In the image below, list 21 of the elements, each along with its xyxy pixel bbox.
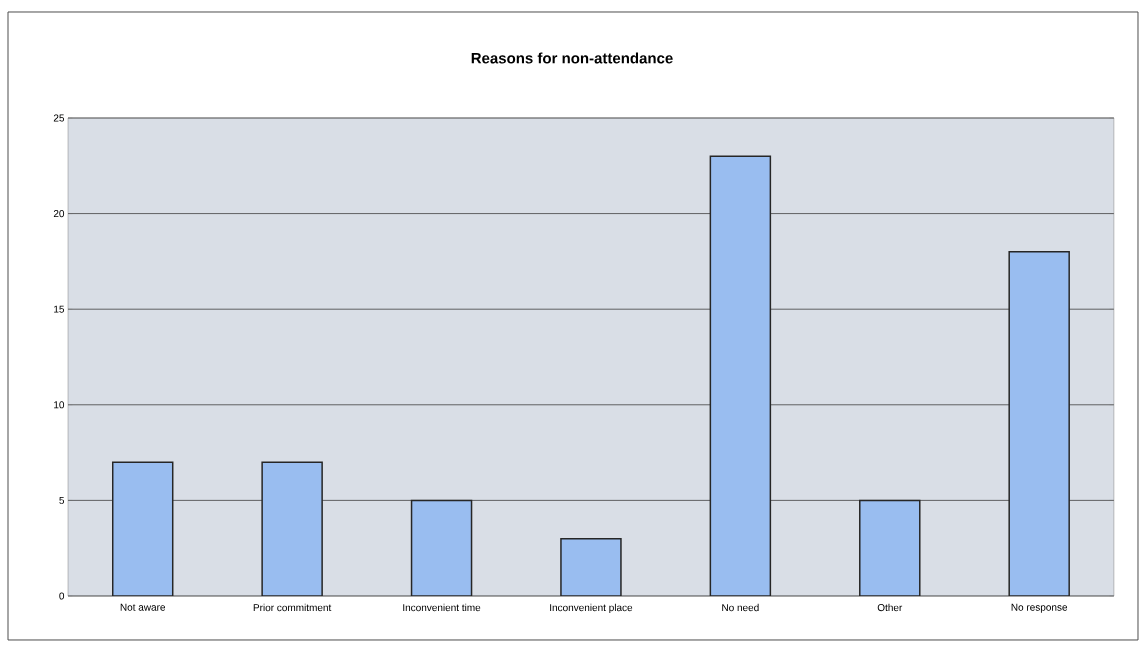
x-tick-label: Inconvenient time xyxy=(403,603,481,612)
y-tick-label: 0 xyxy=(59,592,65,600)
x-tick-label: No response xyxy=(1011,603,1068,613)
bar xyxy=(410,499,473,596)
bar xyxy=(111,461,174,596)
y-tick-label: 25 xyxy=(53,114,65,122)
bar xyxy=(859,499,921,596)
x-tick-label: No need xyxy=(722,603,759,612)
y-tick-label: 10 xyxy=(54,401,65,409)
x-tick-label: Not aware xyxy=(120,603,166,611)
bar xyxy=(709,155,772,596)
y-tick-label: 5 xyxy=(59,496,65,504)
x-tick-label: Prior commitment xyxy=(253,603,332,612)
chart-title: Reasons for non-attendance xyxy=(471,52,673,64)
y-tick-label: 15 xyxy=(54,305,65,313)
y-tick-label: 20 xyxy=(53,210,65,218)
bar xyxy=(560,537,622,596)
bar xyxy=(261,461,323,596)
x-tick-label: Other xyxy=(877,603,903,612)
x-tick-label: Inconvenient place xyxy=(550,603,633,614)
bar xyxy=(1008,251,1070,596)
